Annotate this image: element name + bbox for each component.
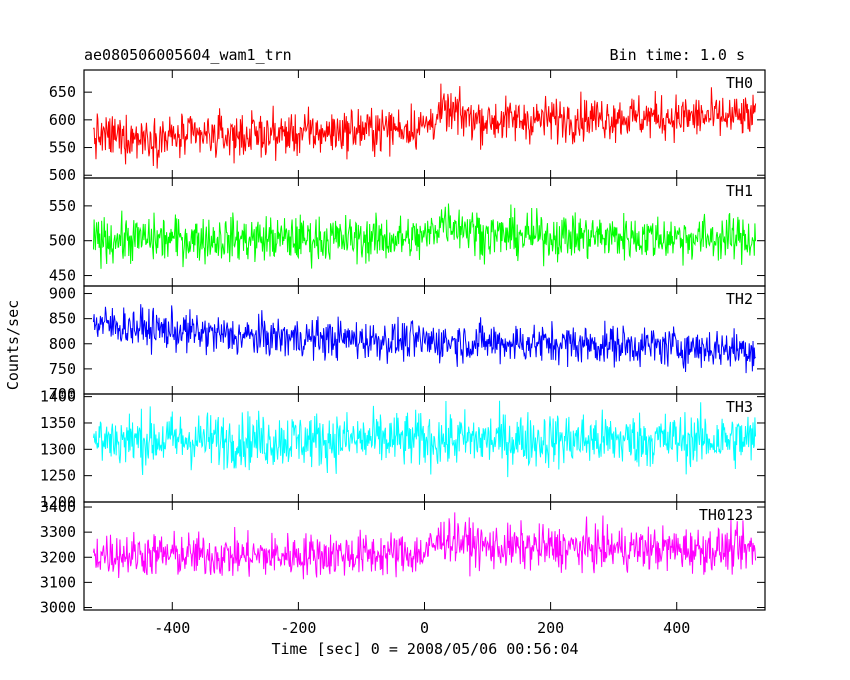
y-tick-label: 1200 xyxy=(40,493,76,511)
series-line-th0 xyxy=(92,83,757,169)
panel-th1: 450 500 550 TH1 xyxy=(49,177,766,287)
series-line-th1 xyxy=(92,203,757,269)
panel-th3: 1200 1250 1300 1350 1400 TH3 xyxy=(40,388,766,511)
panel-th0: 500 550 600 650 TH0 xyxy=(49,69,766,184)
y-tick-label: 450 xyxy=(49,267,76,285)
y-tick-label: 500 xyxy=(49,166,76,184)
y-tick-label: 550 xyxy=(49,197,76,215)
panels: 500 550 600 650 TH0 450 500 550 TH1 700 750 800 850 9… xyxy=(40,69,766,637)
panel-label: TH2 xyxy=(726,290,753,308)
y-tick-label: 650 xyxy=(49,83,76,101)
x-tick-label: -400 xyxy=(154,619,190,637)
y-tick-label: 3000 xyxy=(40,598,76,616)
chart-title: ae080506005604_wam1_trn xyxy=(84,46,292,64)
y-tick-label: 750 xyxy=(49,360,76,378)
series-line-th2 xyxy=(92,304,756,374)
series-line-th0123 xyxy=(92,512,757,580)
y-tick-label: 600 xyxy=(49,111,76,129)
y-tick-label: 550 xyxy=(49,139,76,157)
y-axis-label: Counts/sec xyxy=(4,300,22,390)
bin-time-label: Bin time: 1.0 s xyxy=(610,46,745,64)
x-tick-label: 200 xyxy=(537,619,564,637)
x-tick-label: 400 xyxy=(663,619,690,637)
series-line-th3 xyxy=(92,400,757,478)
x-axis-label: Time [sec] 0 = 2008/05/06 00:56:04 xyxy=(271,640,578,658)
y-tick-label: 1350 xyxy=(40,414,76,432)
y-tick-label: 900 xyxy=(49,285,76,303)
x-tick-label: -200 xyxy=(280,619,316,637)
y-tick-label: 3300 xyxy=(40,523,76,541)
y-tick-label: 850 xyxy=(49,310,76,328)
y-tick-label: 1300 xyxy=(40,440,76,458)
y-tick-label: 3400 xyxy=(40,498,76,516)
panel-th0123: 3000 3100 3200 3300 3400 TH0123 xyxy=(40,498,766,616)
x-tick-label: 0 xyxy=(420,619,429,637)
panel-label: TH3 xyxy=(726,398,753,416)
y-tick-label: 1400 xyxy=(40,388,76,406)
panel-th2: 700 750 800 850 900 TH2 xyxy=(49,285,766,403)
panel-label: TH0123 xyxy=(699,506,753,524)
y-tick-label: 800 xyxy=(49,335,76,353)
y-tick-label: 700 xyxy=(49,385,76,403)
y-tick-label: 3100 xyxy=(40,573,76,591)
panel-label: TH0 xyxy=(726,74,753,92)
panel-label: TH1 xyxy=(726,182,753,200)
y-tick-label: 500 xyxy=(49,232,76,250)
y-tick-label: 1250 xyxy=(40,467,76,485)
y-tick-label: 3200 xyxy=(40,548,76,566)
